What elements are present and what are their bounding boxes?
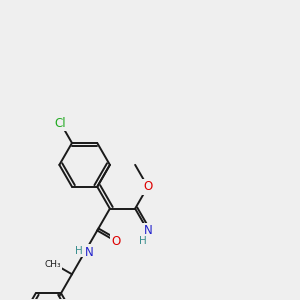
Text: N: N (85, 246, 93, 259)
Text: O: O (143, 180, 152, 193)
Text: O: O (111, 235, 121, 248)
Text: CH₃: CH₃ (45, 260, 61, 269)
Text: H: H (140, 236, 147, 246)
Text: H: H (75, 246, 83, 256)
Text: N: N (143, 224, 152, 237)
Text: Cl: Cl (55, 117, 66, 130)
